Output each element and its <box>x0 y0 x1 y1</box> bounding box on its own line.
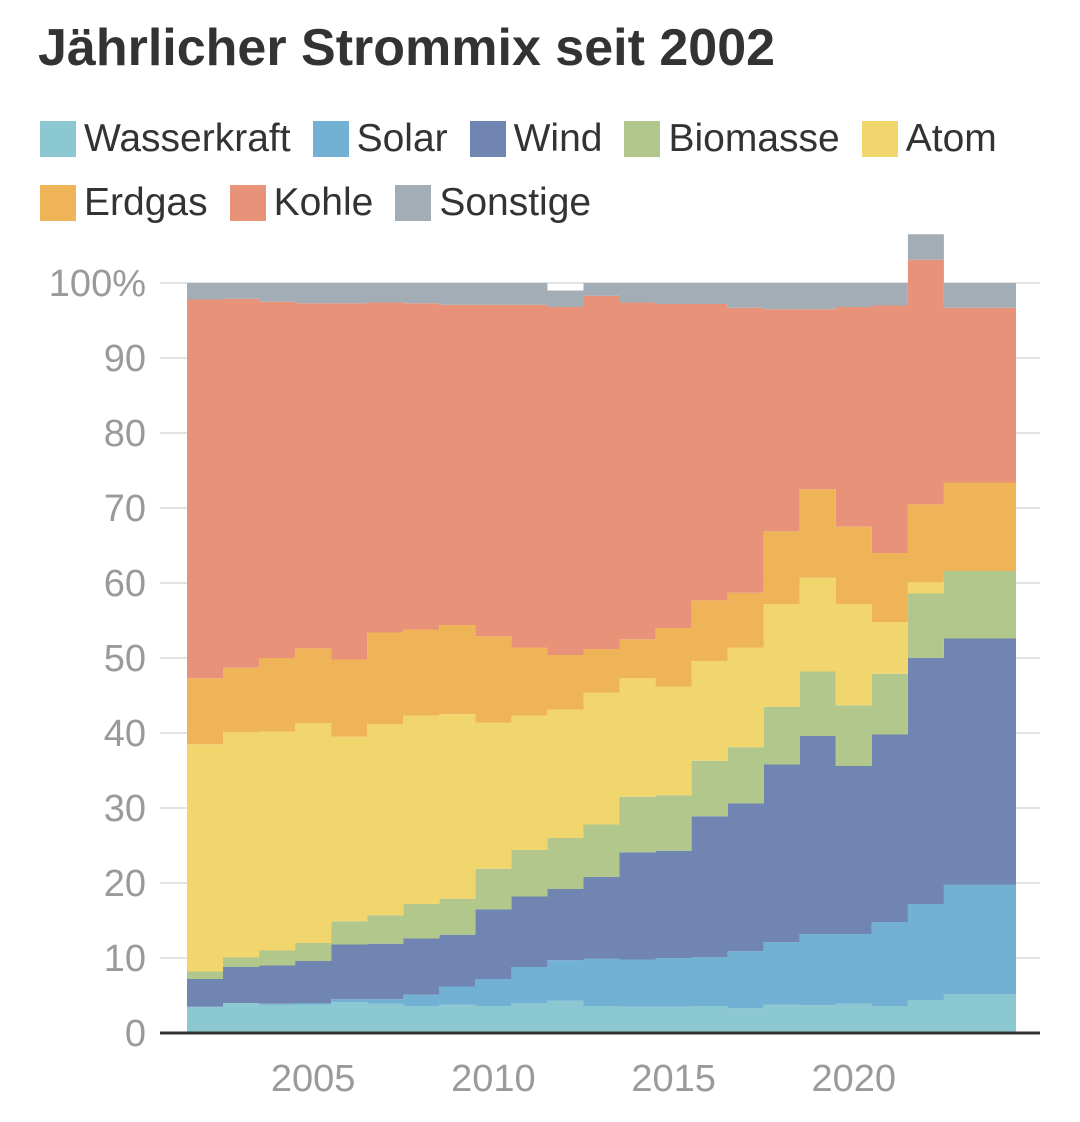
legend-item: Erdgas <box>40 180 208 226</box>
series-area-solar <box>187 884 1016 1009</box>
series-area-biomasse <box>187 571 1016 979</box>
legend-label: Biomasse <box>668 117 840 160</box>
legend-swatch <box>312 121 349 157</box>
legend-item: Biomasse <box>624 116 840 162</box>
y-tick-label: 40 <box>104 713 146 755</box>
y-tick-label: 70 <box>104 488 146 530</box>
legend: Wasserkraft Solar Wind Biomasse Atom Erdgas Ko… <box>40 116 1060 226</box>
y-tick-label: 90 <box>104 338 146 380</box>
legend-swatch <box>469 121 506 157</box>
x-tick-labels: 2005 2010 2015 2020 <box>271 1058 896 1100</box>
legend-label: Wasserkraft <box>84 117 291 160</box>
legend-item: Solar <box>312 116 448 162</box>
series-area-wasserkraft <box>187 994 1016 1033</box>
y-tick-label: 60 <box>104 563 146 605</box>
y-tick-label: 80 <box>104 413 146 455</box>
legend-swatch <box>861 121 898 157</box>
y-tick-label: 0 <box>125 1013 146 1055</box>
y-tick-label: 30 <box>104 788 146 830</box>
legend-label: Sonstige <box>439 181 592 224</box>
legend-item: Wind <box>469 116 603 162</box>
legend-label: Solar <box>356 117 448 160</box>
series-area-wind <box>187 638 1016 1007</box>
legend-swatch <box>624 121 661 157</box>
series-area-erdgas <box>187 482 1016 745</box>
x-tick-label: 2005 <box>271 1058 356 1100</box>
series-area-sonstige <box>187 234 1016 310</box>
x-tick-label: 2020 <box>812 1058 897 1100</box>
x-tick-label: 2015 <box>631 1058 716 1100</box>
series-area-atom <box>187 571 1016 972</box>
legend-label: Kohle <box>273 181 374 224</box>
legend-label: Atom <box>905 117 997 160</box>
y-tick-label: 10 <box>104 938 146 980</box>
legend-swatch <box>40 121 76 157</box>
y-tick-labels: 0 10 20 30 40 50 60 70 80 90 100% <box>49 263 146 1055</box>
x-tick-label: 2010 <box>451 1058 536 1100</box>
legend-label: Erdgas <box>84 181 208 224</box>
chart-title: Jährlicher Strommix seit 2002 <box>38 19 776 77</box>
series-area-kohle <box>187 259 1016 679</box>
series-areas <box>187 234 1016 1033</box>
legend-swatch <box>229 185 266 221</box>
y-tick-label: 20 <box>104 863 146 905</box>
legend-swatch <box>395 185 432 221</box>
legend-item: Atom <box>861 116 997 162</box>
legend-item: Kohle <box>229 180 374 226</box>
y-tick-label: 50 <box>104 638 146 680</box>
legend-label: Wind <box>513 117 603 160</box>
y-tick-label: 100% <box>49 263 146 305</box>
legend-item: Wasserkraft <box>40 116 291 162</box>
legend-swatch <box>40 185 76 221</box>
legend-item: Sonstige <box>395 180 591 226</box>
